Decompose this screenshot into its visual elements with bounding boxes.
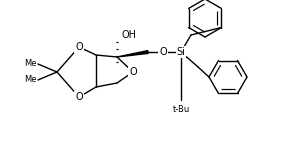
Text: Si: Si: [177, 47, 186, 57]
Text: O: O: [129, 67, 137, 77]
Text: O: O: [75, 42, 83, 52]
Text: O: O: [75, 92, 83, 102]
Text: O: O: [159, 47, 167, 57]
Text: Me: Me: [25, 76, 37, 84]
Polygon shape: [117, 51, 148, 57]
Text: t-Bu: t-Bu: [172, 105, 190, 114]
Text: Me: Me: [25, 60, 37, 68]
Text: OH: OH: [121, 30, 136, 40]
